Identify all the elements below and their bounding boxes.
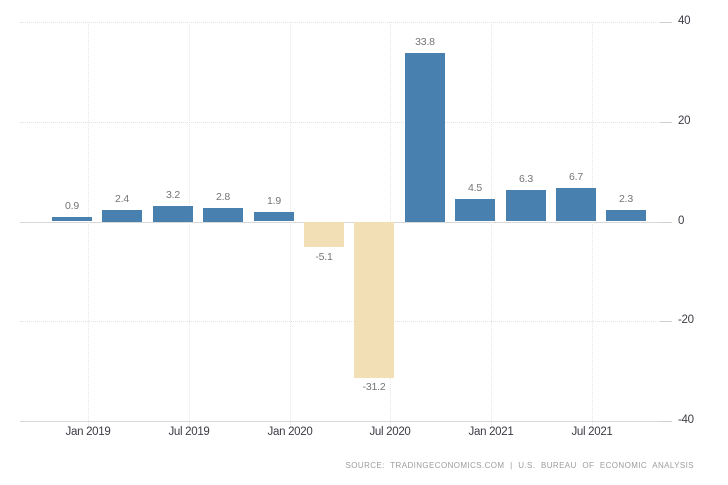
source-attribution: SOURCE: TRADINGECONOMICS.COM | U.S. BURE…: [345, 461, 694, 470]
x-axis-label: Jan 2019: [65, 426, 111, 438]
bar-value-label: 33.8: [415, 36, 435, 48]
bar-q3-2019[interactable]: [203, 208, 243, 222]
x-gridline: [189, 22, 190, 427]
y-gridline: [20, 321, 660, 322]
y-axis-label: 0: [678, 215, 685, 227]
y-gridline: [20, 122, 660, 123]
y-gridline: [20, 22, 660, 23]
bar-value-label: 1.9: [267, 195, 281, 207]
bar-q4-2019[interactable]: [254, 212, 294, 221]
bar-value-label: 2.3: [619, 193, 633, 205]
bar-value-label: 2.8: [216, 191, 230, 203]
bar-value-label: -31.2: [362, 381, 386, 393]
bar-q1-2021[interactable]: [506, 190, 546, 221]
y-axis-tick: [660, 222, 672, 223]
y-axis-label: -20: [678, 314, 694, 326]
bar-q2-2021[interactable]: [556, 188, 596, 221]
x-axis-label: Jan 2021: [468, 426, 514, 438]
x-axis-label: Jul 2020: [369, 426, 411, 438]
x-gridline: [491, 22, 492, 427]
bar-q1-2020[interactable]: [304, 222, 344, 247]
x-gridline: [290, 22, 291, 427]
y-axis-tick: [660, 321, 672, 322]
y-gridline: [20, 421, 660, 422]
bar-value-label: 6.7: [569, 171, 583, 183]
bar-q4-2018[interactable]: [52, 217, 92, 221]
bar-q2-2019[interactable]: [153, 206, 193, 222]
x-axis-label: Jul 2019: [168, 426, 210, 438]
bar-value-label: 4.5: [468, 182, 482, 194]
x-gridline: [88, 22, 89, 427]
bar-q2-2020[interactable]: [354, 222, 394, 378]
bar-value-label: 6.3: [519, 173, 533, 185]
y-axis-label: -40: [678, 414, 694, 426]
y-axis-tick: [660, 22, 672, 23]
x-axis-label: Jul 2021: [571, 426, 613, 438]
bar-q3-2021[interactable]: [606, 210, 646, 221]
y-axis-tick: [660, 421, 672, 422]
bar-q3-2020[interactable]: [405, 53, 445, 222]
bar-value-label: -5.1: [315, 251, 333, 263]
x-gridline: [592, 22, 593, 427]
y-axis-label: 20: [678, 115, 691, 127]
bar-q4-2020[interactable]: [455, 199, 495, 221]
x-axis-label: Jan 2020: [267, 426, 313, 438]
y-axis-label: 40: [678, 15, 691, 27]
bar-value-label: 3.2: [166, 189, 180, 201]
bar-q1-2019[interactable]: [102, 210, 142, 222]
y-axis-tick: [660, 122, 672, 123]
bar-value-label: 0.9: [65, 200, 79, 212]
bar-value-label: 2.4: [115, 193, 129, 205]
